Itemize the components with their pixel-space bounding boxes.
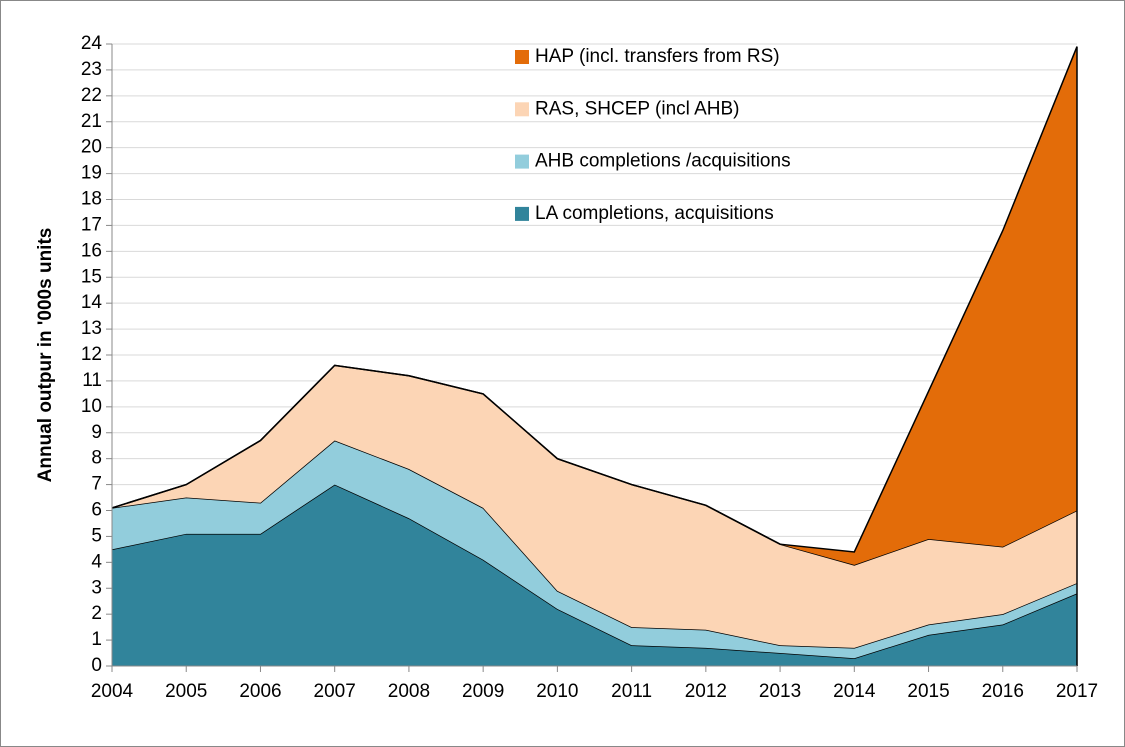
- y-tick-label: 9: [91, 422, 102, 443]
- area: [112, 46, 1077, 565]
- y-tick-label: 11: [82, 370, 102, 391]
- x-tick-label: 2011: [611, 681, 652, 702]
- x-tick-label: 2008: [388, 681, 430, 702]
- y-tick-label: 4: [91, 551, 102, 572]
- y-tick-label: 22: [81, 85, 102, 106]
- y-tick-label: 23: [81, 59, 102, 80]
- x-tick-label: 2004: [91, 681, 134, 702]
- area: [112, 440, 1077, 659]
- legend-label: HAP (incl. transfers from RS): [535, 46, 780, 67]
- y-tick-label: 13: [81, 318, 102, 339]
- y-tick-label: 1: [91, 629, 102, 650]
- y-tick-label: 16: [81, 240, 102, 261]
- x-tick-label: 2017: [1056, 681, 1098, 702]
- x-tick-label: 2015: [907, 681, 949, 702]
- y-tick-label: 21: [81, 111, 102, 132]
- y-tick-label: 7: [91, 474, 102, 495]
- y-tick-label: 6: [91, 500, 102, 521]
- y-axis-label: Annual outpur in '000s units: [35, 228, 56, 483]
- y-tick-label: 24: [81, 33, 103, 54]
- area-edge: [111, 46, 1078, 553]
- y-tick-label: 18: [81, 189, 102, 210]
- x-tick-label: 2005: [165, 681, 207, 702]
- area: [112, 365, 1077, 648]
- y-tick-label: 20: [81, 137, 102, 158]
- y-tick-label: 19: [81, 163, 102, 184]
- x-tick-label: 2007: [314, 681, 356, 702]
- y-tick-label: 14: [81, 292, 103, 313]
- y-tick-label: 17: [81, 214, 102, 235]
- area: [112, 484, 1077, 666]
- x-tick-label: 2012: [685, 681, 727, 702]
- x-tick-label: 2009: [462, 681, 504, 702]
- x-tick-label: 2014: [833, 681, 876, 702]
- legend-label: AHB completions /acquisitions: [535, 151, 791, 172]
- legend-label: LA completions, acquisitions: [535, 203, 774, 224]
- x-tick-label: 2010: [536, 681, 578, 702]
- y-tick-label: 2: [91, 603, 102, 624]
- y-tick-label: 10: [81, 396, 102, 417]
- x-tick-label: 2016: [982, 681, 1024, 702]
- legend-swatch: [515, 154, 529, 169]
- legend-swatch: [515, 102, 529, 117]
- y-tick-label: 15: [81, 266, 102, 287]
- legend-label: RAS, SHCEP (incl AHB): [535, 98, 739, 119]
- y-tick-label: 0: [91, 655, 102, 676]
- y-tick-label: 12: [81, 344, 102, 365]
- y-tick-label: 3: [91, 577, 102, 598]
- x-tick-label: 2006: [239, 681, 281, 702]
- y-tick-label: 8: [91, 448, 102, 469]
- legend-swatch: [515, 206, 529, 221]
- y-tick-label: 5: [91, 525, 102, 546]
- x-tick-label: 2013: [759, 681, 801, 702]
- legend-swatch: [515, 50, 529, 64]
